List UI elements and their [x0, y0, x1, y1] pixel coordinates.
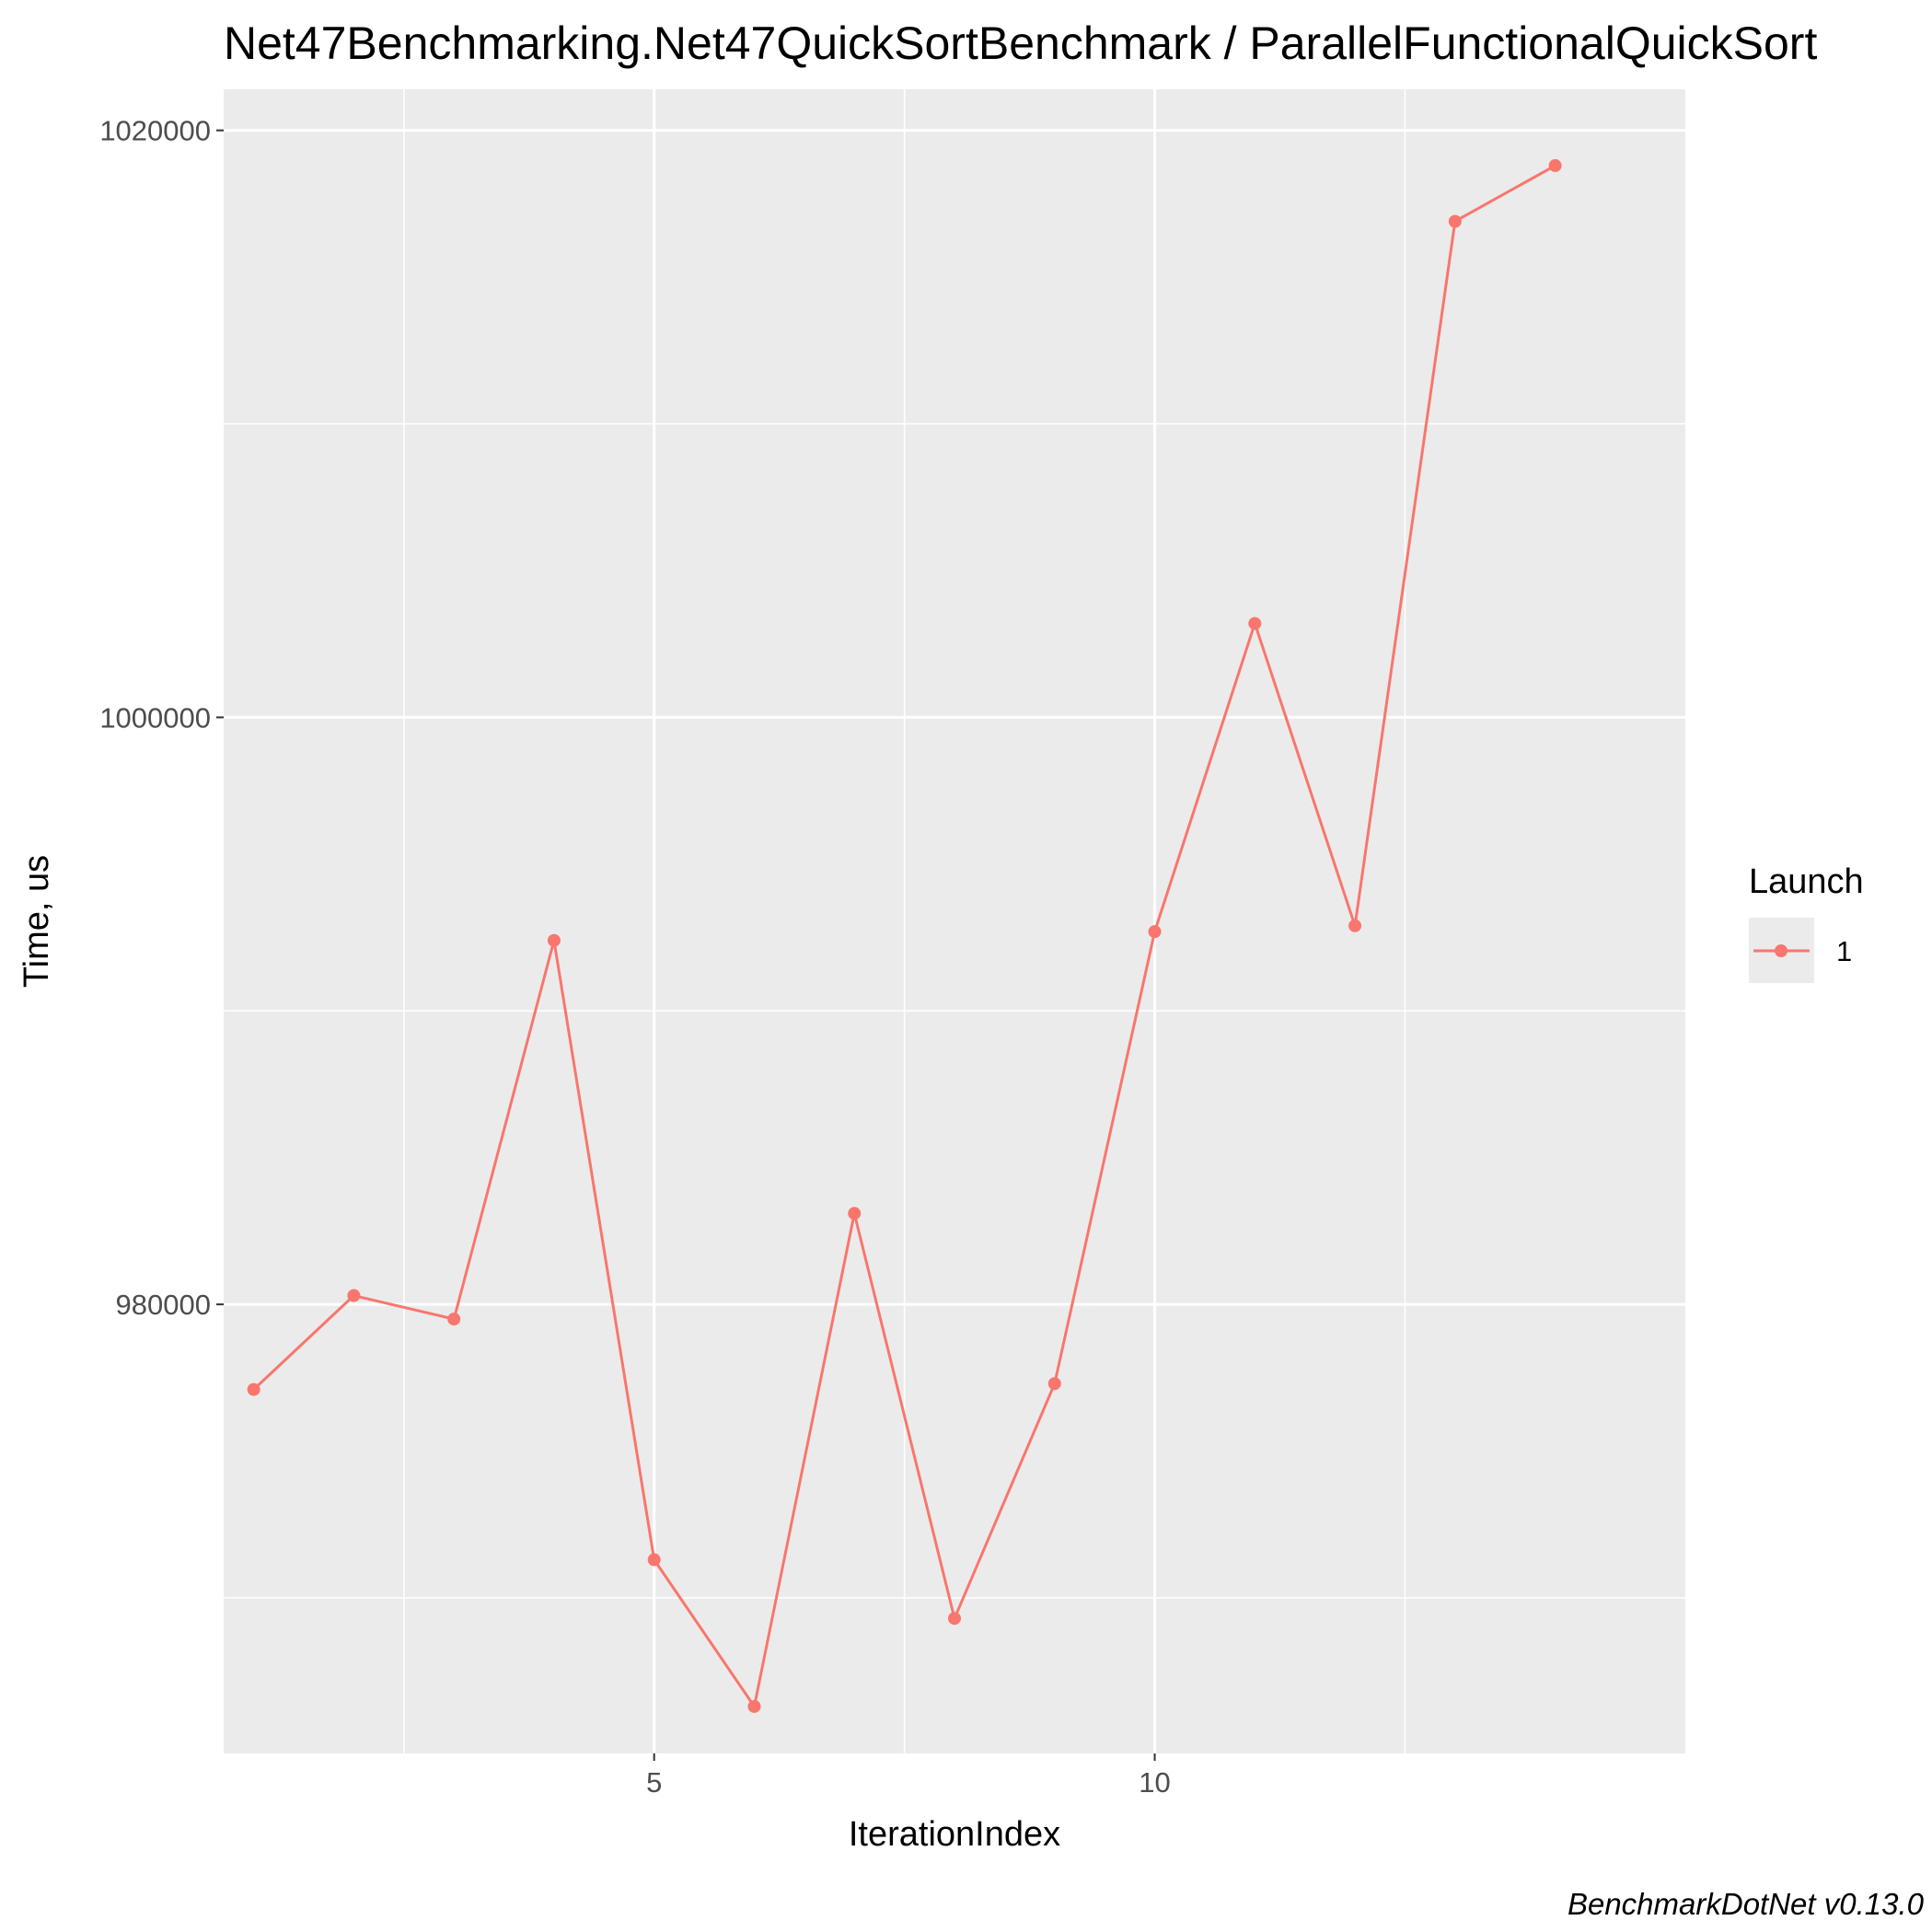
series-layer	[247, 158, 1562, 1713]
caption: BenchmarkDotNet v0.13.0	[1568, 1887, 1925, 1921]
data-point	[1348, 919, 1362, 932]
x-tick-label: 10	[1139, 1766, 1170, 1799]
y-axis-title: Time, us	[17, 855, 56, 988]
chart-title: Net47Benchmarking.Net47QuickSortBenchmar…	[224, 17, 1817, 69]
grid-major	[224, 89, 1685, 1753]
x-axis-title: IterationIndex	[849, 1815, 1060, 1854]
series-line	[252, 164, 1556, 1710]
x-axis: 5 10	[646, 1753, 1171, 1799]
data-point	[747, 1699, 761, 1713]
x-tick-label: 5	[646, 1766, 662, 1799]
y-tick-label: 1000000	[99, 701, 211, 734]
legend-label: 1	[1836, 935, 1852, 967]
data-point	[347, 1289, 361, 1302]
plot-panel	[224, 89, 1685, 1753]
data-point	[1148, 925, 1162, 939]
data-point	[247, 1382, 260, 1396]
data-point	[647, 1553, 661, 1567]
y-tick-label: 1020000	[99, 115, 211, 147]
data-point	[1548, 158, 1562, 172]
y-tick-label: 980000	[116, 1289, 211, 1321]
data-point	[1047, 1377, 1061, 1391]
legend: Launch 1	[1749, 862, 1864, 983]
data-point	[1448, 214, 1462, 228]
grid-minor	[224, 89, 1685, 1753]
data-point	[1248, 617, 1262, 631]
data-point	[848, 1207, 862, 1221]
legend-title: Launch	[1749, 862, 1864, 901]
legend-key-point	[1775, 944, 1787, 957]
data-point	[547, 933, 561, 947]
data-point	[447, 1313, 461, 1326]
data-point	[948, 1612, 961, 1625]
y-axis: 980000 1000000 1020000	[99, 115, 224, 1321]
